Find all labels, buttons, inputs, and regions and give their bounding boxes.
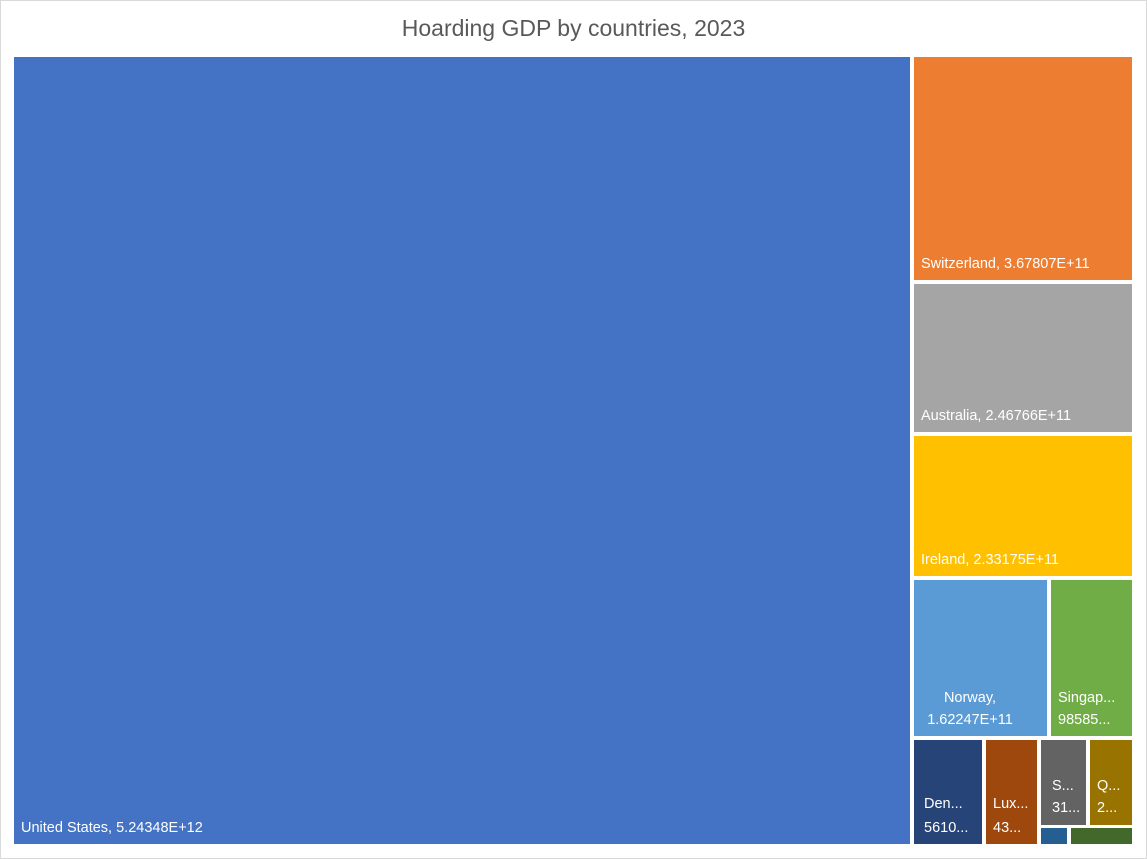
tile-label-denmark: 5610... <box>924 820 968 836</box>
tile-rect-australia <box>914 284 1132 432</box>
tile-rect-unlabeled-10 <box>1041 828 1067 844</box>
tile-ireland: Ireland, 2.33175E+11 <box>914 436 1132 576</box>
tile-rect-united-states <box>14 57 910 844</box>
chart-title: Hoarding GDP by countries, 2023 <box>401 15 746 41</box>
tile-australia: Australia, 2.46766E+11 <box>914 284 1132 432</box>
tile-united-states: United States, 5.24348E+12 <box>14 57 910 844</box>
tile-unlabeled-11 <box>1071 828 1132 844</box>
tile-q: Q... 2... <box>1090 740 1132 825</box>
tile-unlabeled-10 <box>1041 828 1067 844</box>
tile-s: S... 31... <box>1041 740 1086 825</box>
tile-rect-luxembourg <box>986 740 1037 844</box>
tile-label-singapore: 98585... <box>1058 712 1110 728</box>
tile-rect-singapore <box>1051 580 1132 736</box>
tile-label-united-states: United States, 5.24348E+12 <box>21 820 203 836</box>
tile-label-singapore: Singap... <box>1058 690 1115 706</box>
tile-label-australia: Australia, 2.46766E+11 <box>921 408 1071 424</box>
tile-label-ireland: Ireland, 2.33175E+11 <box>921 552 1059 568</box>
tile-rect-s <box>1041 740 1086 825</box>
tile-label-switzerland: Switzerland, 3.67807E+11 <box>921 256 1090 272</box>
tile-label-s: 31... <box>1052 800 1080 816</box>
tile-denmark: Den... 5610... <box>914 740 982 844</box>
tile-label-luxembourg: 43... <box>993 820 1021 836</box>
tile-rect-q <box>1090 740 1132 825</box>
tile-luxembourg: Lux... 43... <box>986 740 1037 844</box>
tile-norway: Norway, 1.62247E+11 <box>914 580 1047 736</box>
tile-label-denmark: Den... <box>924 796 963 812</box>
tile-rect-norway <box>914 580 1047 736</box>
tile-rect-denmark <box>914 740 982 844</box>
tile-rect-unlabeled-11 <box>1071 828 1132 844</box>
tile-label-norway: 1.62247E+11 <box>927 712 1013 728</box>
tile-label-q: 2... <box>1097 800 1117 816</box>
tile-label-luxembourg: Lux... <box>993 796 1028 812</box>
tile-rect-switzerland <box>914 57 1132 280</box>
tile-label-s: S... <box>1052 778 1074 794</box>
tile-switzerland: Switzerland, 3.67807E+11 <box>914 57 1132 280</box>
tile-rect-ireland <box>914 436 1132 576</box>
tile-label-q: Q... <box>1097 778 1120 794</box>
tile-singapore: Singap... 98585... <box>1051 580 1132 736</box>
tile-label-norway: Norway, <box>944 690 996 706</box>
